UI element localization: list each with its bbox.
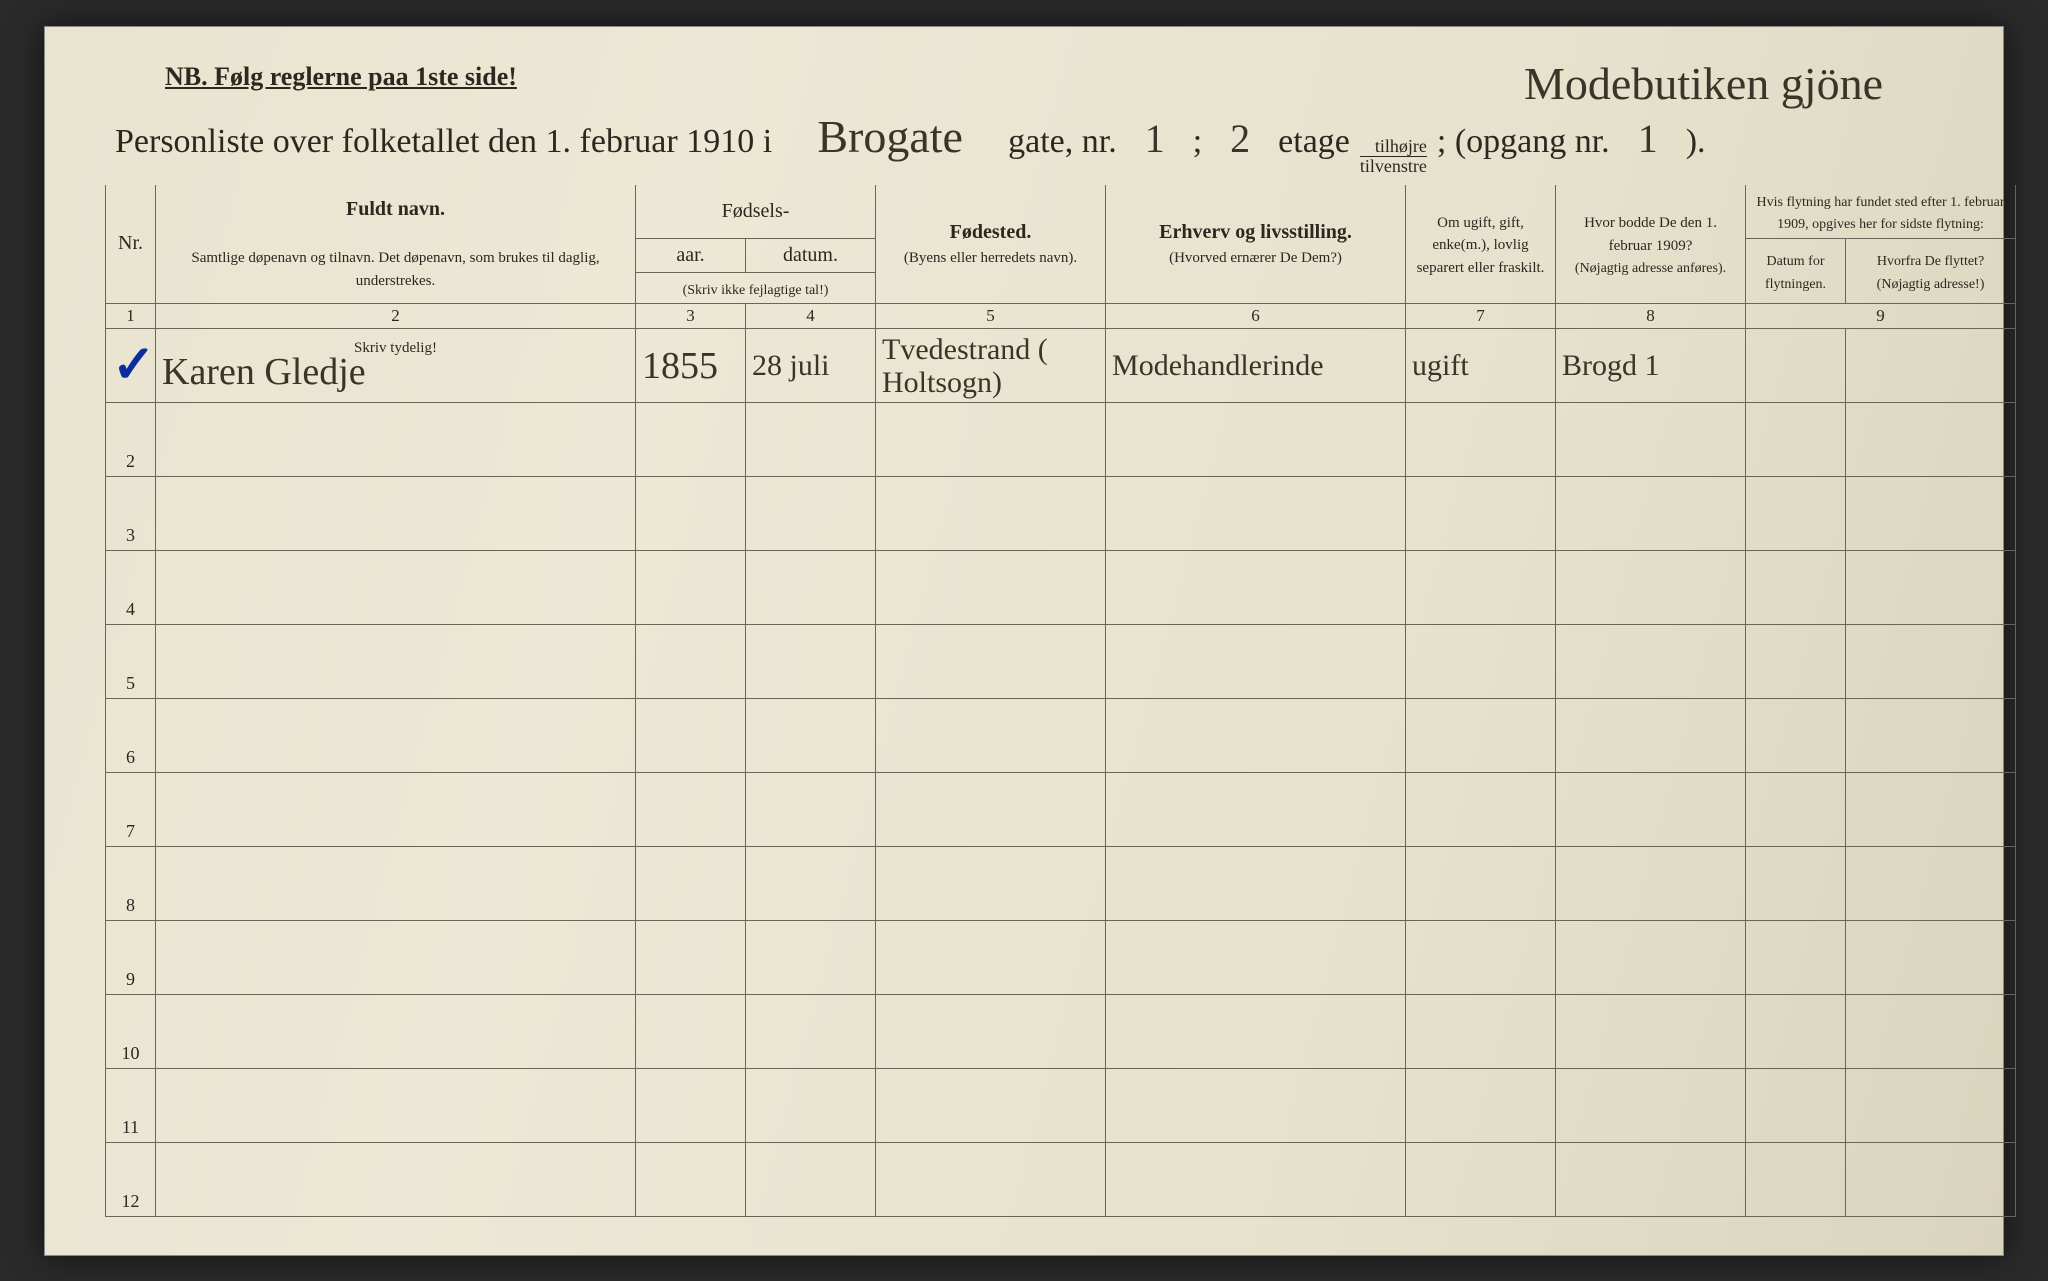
cell-flyt-datum <box>1746 329 1846 403</box>
table-row: 12 <box>106 1143 2016 1217</box>
hdr-nr: Nr. <box>106 185 156 304</box>
fraction-bottom: tilvenstre <box>1360 157 1427 175</box>
table-body: ✓ Skriv tydelig! Karen Gledje 1855 28 ju… <box>106 329 2016 1217</box>
row-nr: 3 <box>106 477 156 551</box>
table-row: 4 <box>106 551 2016 625</box>
label-opgang-post: ). <box>1686 123 1706 161</box>
row-nr: 8 <box>106 847 156 921</box>
cell-aar: 1855 <box>636 329 746 403</box>
cell-navn: Skriv tydelig! Karen Gledje <box>156 329 636 403</box>
colnum: 7 <box>1406 304 1556 329</box>
hdr-fuldt-navn: Fuldt navn. Samtlige døpenavn og tilnavn… <box>156 185 636 304</box>
table-row: 7 <box>106 773 2016 847</box>
hdr-fodsels-note: (Skriv ikke fejlagtige tal!) <box>636 272 876 304</box>
row-nr: 6 <box>106 699 156 773</box>
cell-datum: 28 juli <box>746 329 876 403</box>
row-nr: 12 <box>106 1143 156 1217</box>
colnum: 9 <box>1746 304 2016 329</box>
cell-1909: Brogd 1 <box>1556 329 1746 403</box>
row-nr: 7 <box>106 773 156 847</box>
gate-nr-hand: 1 <box>1125 115 1185 162</box>
title-prefix: Personliste over folketallet den 1. febr… <box>115 123 772 161</box>
column-number-row: 1 2 3 4 5 6 7 8 9 <box>106 304 2016 329</box>
hdr-fodsels: Fødsels- <box>636 185 876 239</box>
colnum: 5 <box>876 304 1106 329</box>
table-row: 5 <box>106 625 2016 699</box>
hdr-1909: Hvor bodde De den 1. februar 1909? (Nøja… <box>1556 185 1746 304</box>
top-right-annotation: Modebutiken gjöne <box>1524 57 1883 110</box>
label-gate: gate, nr. <box>1008 123 1117 161</box>
table-row: 10 <box>106 995 2016 1069</box>
cell-fodested: Tvedestrand ( Holtsogn) <box>876 329 1106 403</box>
row-nr: 5 <box>106 625 156 699</box>
hdr-flytning: Hvis flytning har fundet sted efter 1. f… <box>1746 185 2016 239</box>
side-fraction: tilhøjre tilvenstre <box>1360 137 1427 175</box>
hdr-ugift: Om ugift, gift, enke(m.), lovlig separer… <box>1406 185 1556 304</box>
table-header: Nr. Fuldt navn. Samtlige døpenavn og til… <box>106 185 2016 304</box>
row-nr: 9 <box>106 921 156 995</box>
row-nr: 2 <box>106 403 156 477</box>
colnum: 8 <box>1556 304 1746 329</box>
hdr-hvorfra: Hvorfra De flyttet? (Nøjagtig adresse!) <box>1846 238 2016 304</box>
hdr-aar: aar. <box>636 238 746 272</box>
colnum: 4 <box>746 304 876 329</box>
etage-hand: 2 <box>1210 115 1270 162</box>
street-name-hand: Brogate <box>780 110 1000 163</box>
table-row: 9 <box>106 921 2016 995</box>
hdr-erhverv: Erhverv og livsstilling. (Hvorved ernære… <box>1106 185 1406 304</box>
colnum: 3 <box>636 304 746 329</box>
row-nr: 11 <box>106 1069 156 1143</box>
table-row: 11 <box>106 1069 2016 1143</box>
hdr-fodested: Fødested. (Byens eller herredets navn). <box>876 185 1106 304</box>
opgang-hand: 1 <box>1618 115 1678 162</box>
fraction-top: tilhøjre <box>1360 137 1427 157</box>
row-nr: ✓ <box>106 329 156 403</box>
census-form-page: NB. Følg reglerne paa 1ste side! Modebut… <box>44 26 2004 1256</box>
check-mark: ✓ <box>112 335 156 395</box>
label-opgang-pre: ; (opgang nr. <box>1437 123 1610 161</box>
table-row: 8 <box>106 847 2016 921</box>
colnum: 1 <box>106 304 156 329</box>
entry-navn: Karen Gledje <box>162 351 366 393</box>
hdr-datum: datum. <box>746 238 876 272</box>
census-table: 1 2 3 4 5 6 7 8 9 Nr. Fuldt navn. Samtli… <box>105 185 2016 1218</box>
label-etage: etage <box>1278 123 1350 161</box>
semicolon: ; <box>1193 123 1202 161</box>
table-row: 3 <box>106 477 2016 551</box>
table-row: 6 <box>106 699 2016 773</box>
table-row: 2 <box>106 403 2016 477</box>
cell-erhverv: Modehandlerinde <box>1106 329 1406 403</box>
row-nr: 4 <box>106 551 156 625</box>
hdr-flyt-datum: Datum for flytningen. <box>1746 238 1846 304</box>
colnum: 2 <box>156 304 636 329</box>
table-row: ✓ Skriv tydelig! Karen Gledje 1855 28 ju… <box>106 329 2016 403</box>
cell-ugift: ugift <box>1406 329 1556 403</box>
colnum: 6 <box>1106 304 1406 329</box>
row-nr: 10 <box>106 995 156 1069</box>
form-title-line: Personliste over folketallet den 1. febr… <box>115 110 1943 175</box>
cell-hvorfra <box>1846 329 2016 403</box>
